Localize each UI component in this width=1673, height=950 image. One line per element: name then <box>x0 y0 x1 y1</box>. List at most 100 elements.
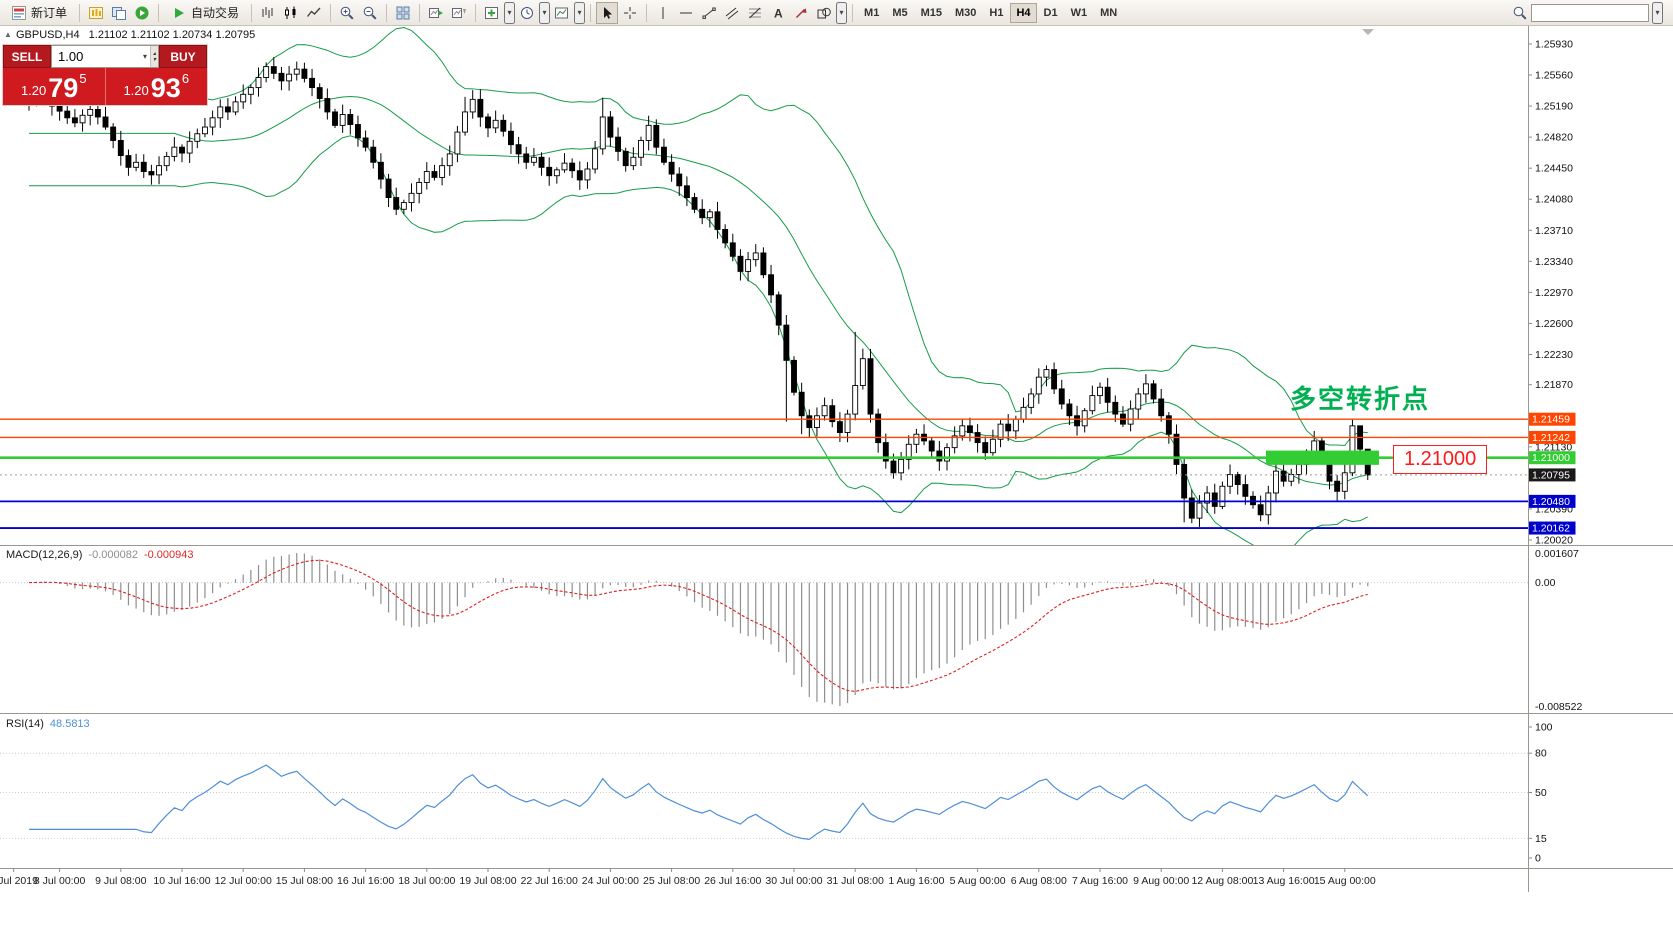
cursor-tool-button[interactable] <box>596 1 619 24</box>
bid-price-prefix: 1.20 <box>20 82 47 98</box>
axis-label: 30 Jul 00:00 <box>765 875 822 887</box>
price-tag[interactable] <box>1528 451 1576 465</box>
horizontal-line-icon <box>680 12 693 13</box>
price-scale[interactable]: 1.25930 1.25560 1.25190 1.24820 1.24450 1.240… <box>1528 38 1576 546</box>
channel-tool[interactable] <box>721 2 743 24</box>
chart-text-annotation[interactable]: 多空转折点 <box>1290 384 1431 414</box>
line-chart-button[interactable] <box>303 2 325 24</box>
zoom-out-button[interactable] <box>359 2 381 24</box>
price-tag[interactable] <box>1528 430 1576 444</box>
periods-button[interactable] <box>516 2 538 24</box>
price-chart-layer[interactable] <box>0 27 1528 554</box>
toolbar-separator <box>852 3 854 22</box>
toolbar-separator <box>419 3 421 22</box>
new-order-button[interactable]: 新订单 <box>4 2 74 24</box>
arrows-tool[interactable] <box>790 2 812 24</box>
axis-label: 1.22970 <box>1535 287 1573 299</box>
templates-dropdown[interactable]: ▾ <box>574 1 586 24</box>
axis-label: 1.25930 <box>1535 38 1573 50</box>
timeframe-h1[interactable]: H1 <box>983 3 1009 23</box>
cursor-icon <box>604 6 613 19</box>
axis-label: 1.23340 <box>1535 256 1573 268</box>
buy-button[interactable]: BUY <box>159 45 207 68</box>
shapes-tool[interactable] <box>813 2 835 24</box>
highlight-rect[interactable] <box>1266 450 1379 465</box>
rsi-panel[interactable]: 100 80 50 15 0 <box>0 722 1553 865</box>
text-tool[interactable]: A <box>767 2 789 24</box>
zoom-in-button[interactable] <box>336 2 358 24</box>
templates-button[interactable] <box>551 2 573 24</box>
community-icon <box>135 6 149 19</box>
price-tag[interactable] <box>1528 494 1576 508</box>
timeframe-m1[interactable]: M1 <box>858 3 885 23</box>
volume-dropdown-icon[interactable]: ▾ <box>142 52 147 61</box>
axis-label: 1.20020 <box>1535 534 1573 546</box>
timeframe-w1[interactable]: W1 <box>1065 3 1094 23</box>
toolbar-separator <box>590 3 592 22</box>
ask-price-display[interactable]: 1.20 93 6 <box>105 68 207 105</box>
axis-label: 1.22600 <box>1535 318 1573 330</box>
shapes-dropdown[interactable]: ▾ <box>836 1 848 24</box>
profiles-button[interactable] <box>108 2 130 24</box>
price-tag[interactable] <box>1528 468 1576 482</box>
bar-chart-button[interactable] <box>257 2 279 24</box>
toolbar-search-input[interactable] <box>1531 3 1649 22</box>
volume-spin-up-icon[interactable]: ▴ <box>152 50 156 57</box>
autoscroll-button[interactable] <box>425 2 447 24</box>
bollinger-upper-band[interactable] <box>29 27 1368 447</box>
text-icon: A <box>774 6 783 20</box>
timeframe-m5[interactable]: M5 <box>886 3 913 23</box>
macd-panel[interactable]: 0.001607 0.00 -0.008522 <box>0 548 1582 713</box>
candles-layer[interactable] <box>26 57 1371 527</box>
trendline-tool[interactable] <box>698 2 720 24</box>
community-button[interactable] <box>131 2 153 24</box>
axis-label: 13 Aug 16:00 <box>1253 875 1315 887</box>
chart-shift-button[interactable] <box>448 2 470 24</box>
fibonacci-tool[interactable] <box>744 2 766 24</box>
tile-windows-button[interactable] <box>392 2 414 24</box>
candlestick-chart-button[interactable] <box>280 2 302 24</box>
timeframe-m30[interactable]: M30 <box>949 3 982 23</box>
search-dropdown[interactable]: ▾ <box>1652 1 1663 24</box>
new-order-icon <box>12 5 26 20</box>
trendline-icon <box>702 7 716 19</box>
price-tag[interactable] <box>1528 412 1576 426</box>
ask-price-pip: 6 <box>181 71 190 86</box>
autotrading-button[interactable]: 自动交易 <box>164 2 246 24</box>
rsi-name: RSI(14) <box>6 718 44 730</box>
timeframe-m15[interactable]: M15 <box>915 3 948 23</box>
chart-canvas[interactable]: 1.25930 1.25560 1.25190 1.24820 1.24450 1.240… <box>0 26 1673 950</box>
axis-label: 1.20162 <box>1532 523 1570 535</box>
horizontal-line-tool[interactable] <box>675 2 697 24</box>
vertical-line-tool[interactable] <box>652 2 674 24</box>
sell-button[interactable]: SELL <box>3 45 51 68</box>
price-callout-label[interactable]: 1.21000 <box>1393 445 1488 474</box>
volume-spinner[interactable]: ▴ ▾ <box>149 46 158 67</box>
indicators-button[interactable] <box>481 2 503 24</box>
chart-shift-marker[interactable] <box>1362 29 1374 35</box>
crosshair-tool-button[interactable] <box>619 2 641 24</box>
bollinger-middle-band[interactable] <box>29 95 1368 486</box>
timeframe-mn[interactable]: MN <box>1094 3 1123 23</box>
axis-label: 50 <box>1535 787 1547 799</box>
collapse-trade-panel-icon[interactable]: ▲ <box>4 30 12 39</box>
volume-spin-down-icon[interactable]: ▾ <box>152 56 156 63</box>
timeframe-h4[interactable]: H4 <box>1010 2 1037 23</box>
axis-label: 12 Aug 08:00 <box>1191 875 1253 887</box>
axis-label: 1.21459 <box>1532 414 1570 426</box>
timeframe-d1[interactable]: D1 <box>1038 3 1064 23</box>
macd-signal-line <box>28 559 1368 692</box>
price-tag[interactable] <box>1528 521 1576 535</box>
channel-icon <box>725 7 739 19</box>
axis-label: 0.00 <box>1535 577 1556 589</box>
indicators-dropdown[interactable]: ▾ <box>504 1 516 24</box>
bid-price-display[interactable]: 1.20 79 5 <box>3 68 106 105</box>
bollinger-lower-band[interactable] <box>29 135 1368 553</box>
volume-input[interactable] <box>52 49 140 64</box>
new-chart-button[interactable] <box>85 2 107 24</box>
new-order-label: 新订单 <box>31 6 68 20</box>
toolbar: 新订单 自动交易 ▾ ▾ <box>0 0 1673 26</box>
periods-dropdown[interactable]: ▾ <box>539 1 551 24</box>
